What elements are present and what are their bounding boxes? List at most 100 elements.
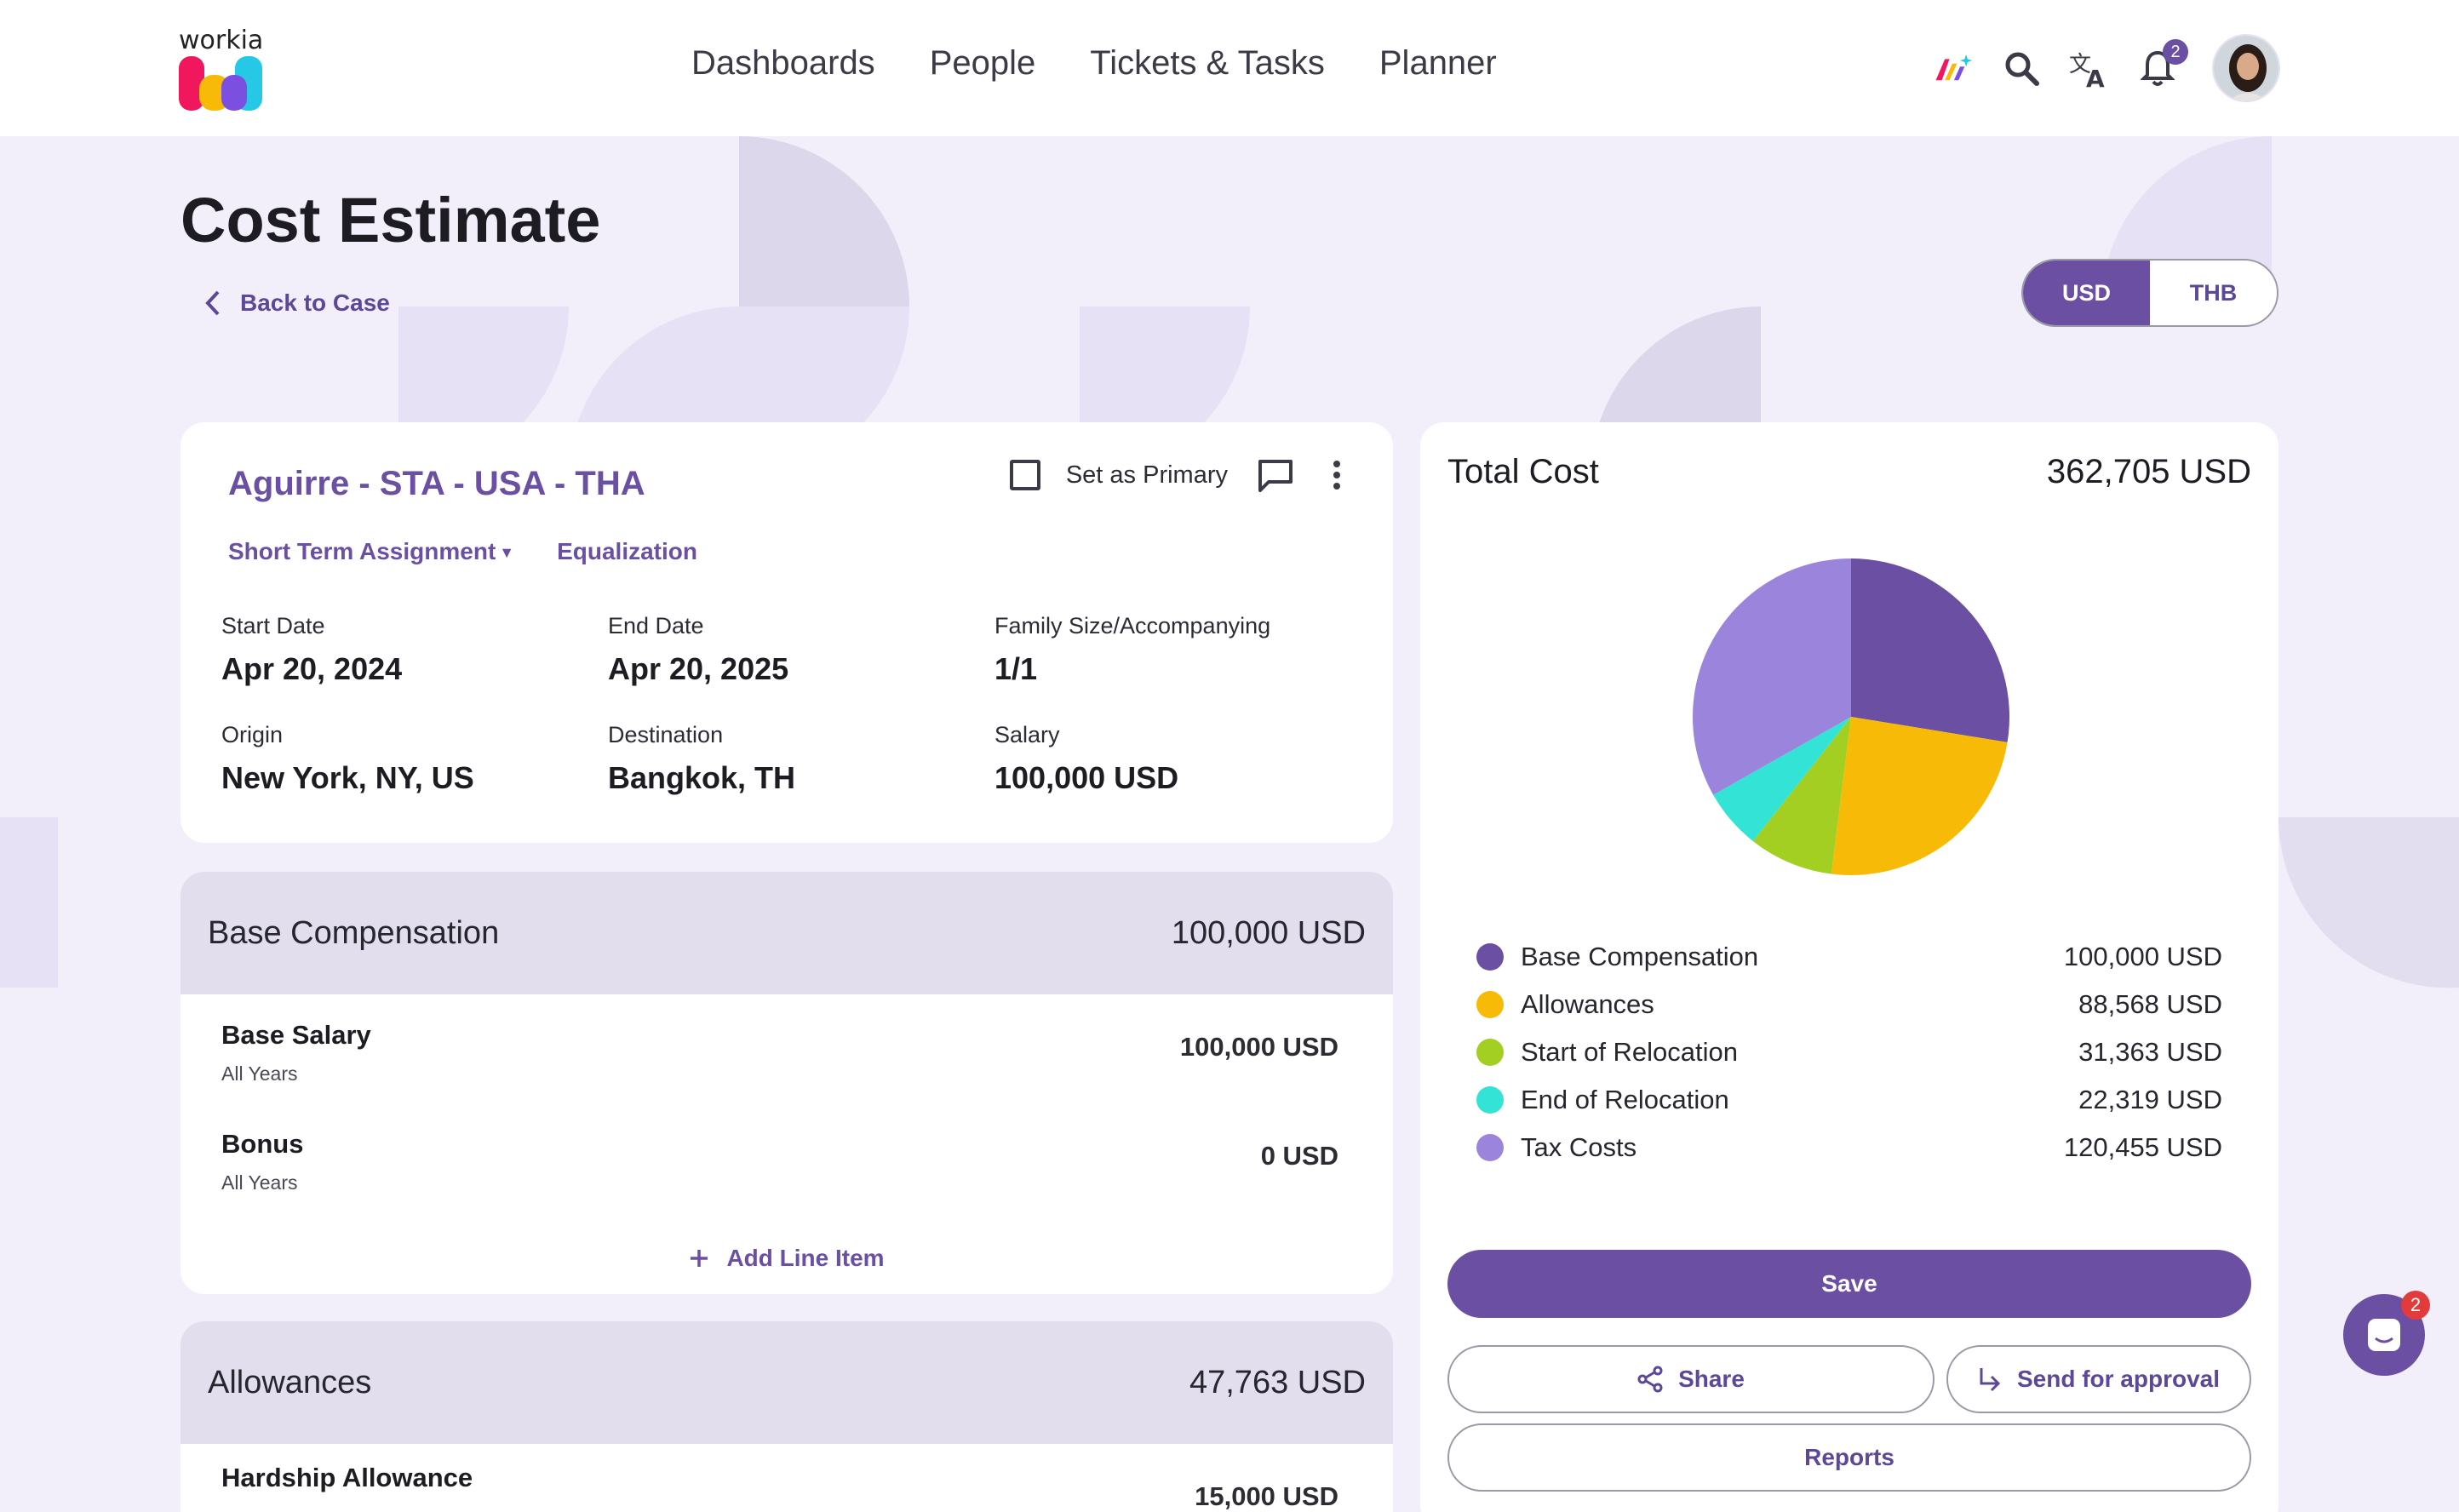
line-item-amount: 100,000 USD [1179,1032,1338,1062]
add-line-item-label: Add Line Item [726,1245,885,1271]
nav-dashboards[interactable]: Dashboards [691,44,875,82]
destination-value: Bangkok, TH [608,760,796,795]
base-compensation-header[interactable]: Base Compensation 100,000 USD [181,872,1393,994]
currency-option-thb[interactable]: THB [2189,279,2238,306]
legend-row: Base Compensation 100,000 USD [1476,933,2250,981]
total-cost-label: Total Cost [1447,453,1599,490]
total-cost-card: Total Cost 362,705 USD Base Compensation… [1420,422,2278,1512]
legend-label: Base Compensation [1521,942,1759,971]
legend-label: Start of Relocation [1521,1037,1739,1067]
currency-toggle: USD THB [2021,259,2278,327]
legend-dot [1476,1039,1504,1066]
chat-launcher-button[interactable]: 2 [2343,1291,2430,1376]
family-size-value: 1/1 [994,651,1038,686]
legend-value: 120,455 USD [2063,1132,2222,1162]
legend-label: End of Relocation [1521,1085,1729,1114]
destination-field: Destination Bangkok, TH [608,722,983,796]
logo-mark-icon [179,56,262,111]
origin-value: New York, NY, US [221,760,474,795]
allowances-section: Allowances 47,763 USD Hardship Allowance… [181,1321,1393,1512]
share-label: Share [1678,1366,1745,1392]
legend-row: Allowances 88,568 USD [1476,981,2250,1028]
family-size-label: Family Size/Accompanying [994,613,1271,639]
section-title: Base Compensation [208,914,500,951]
case-actions: Set as Primary [1009,458,1342,492]
ai-sparkle-icon[interactable] [1933,48,1974,89]
pie-slice-base-compensation[interactable] [1851,558,2009,742]
workia-logo[interactable]: workia [179,26,264,111]
line-item[interactable]: Bonus All Years 0 USD [181,1103,1393,1212]
line-item-period: All Years [221,1062,298,1085]
notification-count-badge: 2 [2163,39,2188,65]
save-button[interactable]: Save [1447,1250,2251,1318]
comment-icon[interactable] [1257,458,1294,492]
assignment-type-dropdown[interactable]: Short Term Assignment ▼ [228,538,514,565]
case-tags: Short Term Assignment ▼ Equalization [228,538,697,565]
end-date-label: End Date [608,613,704,639]
origin-field: Origin New York, NY, US [221,722,596,796]
nav-planner[interactable]: Planner [1379,44,1497,82]
line-item-amount: 0 USD [1260,1141,1338,1171]
salary-field: Salary 100,000 USD [994,722,1369,796]
line-item[interactable]: Base Salary All Years 100,000 USD [181,994,1393,1103]
svg-text:文: 文 [2069,52,2091,77]
cost-pie-chart [1693,558,2009,875]
send-for-approval-button[interactable]: Send for approval [1946,1345,2251,1413]
legend-row: End of Relocation 22,319 USD [1476,1076,2250,1124]
legend-label: Tax Costs [1521,1132,1637,1162]
caret-down-icon: ▼ [499,544,515,562]
share-button[interactable]: Share [1447,1345,1935,1413]
set-primary-checkbox[interactable] [1009,460,1040,490]
case-title[interactable]: Aguirre - STA - USA - THA [228,465,645,502]
legend-dot [1476,1134,1504,1161]
legend-value: 100,000 USD [2063,942,2222,971]
main-nav: Dashboards People Tickets & Tasks Planne… [691,44,1497,83]
legend-dot [1476,943,1504,971]
currency-option-usd[interactable]: USD [2023,261,2150,325]
share-icon [1637,1366,1663,1393]
chat-unread-badge: 2 [2401,1291,2430,1320]
set-primary-label: Set as Primary [1065,461,1228,489]
end-date-field: End Date Apr 20, 2025 [608,613,983,687]
back-to-case-link[interactable]: Back to Case [204,289,390,317]
reports-button[interactable]: Reports [1447,1423,2251,1492]
pie-slice-tax-costs[interactable] [1693,558,1851,795]
assignment-type-label: Short Term Assignment [228,538,496,564]
section-title: Allowances [208,1364,372,1400]
line-item-amount: 15,000 USD [1195,1481,1338,1511]
page-title: Cost Estimate [181,185,601,255]
case-summary-card: Aguirre - STA - USA - THA Set as Primary… [181,422,1393,843]
search-icon[interactable] [2001,48,2042,89]
legend-row: Tax Costs 120,455 USD [1476,1124,2250,1171]
end-date-value: Apr 20, 2025 [608,651,789,686]
destination-label: Destination [608,722,724,747]
user-avatar[interactable] [2212,34,2280,102]
policy-tag[interactable]: Equalization [557,538,697,564]
add-line-item-button[interactable]: Add Line Item [181,1245,1393,1272]
nav-people[interactable]: People [929,44,1036,82]
more-options-icon[interactable] [1332,460,1342,490]
origin-label: Origin [221,722,284,747]
nav-tickets-tasks[interactable]: Tickets & Tasks [1090,44,1325,82]
line-item[interactable]: Hardship Allowance 15,000 USD [181,1444,1393,1512]
pie-slice-allowances[interactable] [1831,717,2008,875]
pie-slice-end-of-relocation[interactable] [1713,717,1851,841]
back-link-label: Back to Case [240,289,390,316]
salary-label: Salary [994,722,1060,747]
allowances-header[interactable]: Allowances 47,763 USD [181,1321,1393,1444]
legend-dot [1476,1086,1504,1114]
send-for-approval-label: Send for approval [2016,1366,2221,1392]
salary-value: 100,000 USD [994,760,1179,795]
chevron-left-icon [205,290,220,316]
legend-value: 31,363 USD [2078,1037,2222,1067]
legend-row: Start of Relocation 31,363 USD [1476,1028,2250,1076]
legend-dot [1476,991,1504,1018]
legend-value: 22,319 USD [2078,1085,2222,1114]
plus-icon [691,1250,708,1267]
pie-slice-start-of-relocation[interactable] [1752,717,1851,874]
bell-icon[interactable]: 2 [2137,39,2188,89]
section-total: 47,763 USD [1189,1364,1366,1400]
forward-arrow-icon [1980,1368,2001,1392]
